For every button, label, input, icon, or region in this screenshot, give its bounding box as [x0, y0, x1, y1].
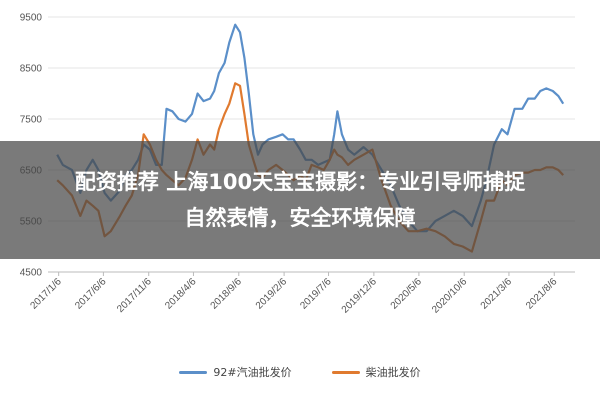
- x-tick-label: 2020/5/6: [389, 276, 425, 312]
- y-tick-label: 9500: [20, 13, 43, 24]
- x-tick-label: 2017/11/6: [115, 276, 154, 315]
- overlay-text-line-2: 自然表情，安全环境保障: [184, 206, 416, 230]
- x-axis-ticks: 2017/1/6 2017/6/6 2017/11/6 2018/4/6 2018/9/…: [28, 272, 560, 316]
- legend-swatch-diesel: [331, 370, 360, 374]
- legend: 92#汽油批发价 柴油批发价: [0, 364, 600, 380]
- x-tick-label: 2021/8/6: [524, 276, 560, 312]
- legend-item-gasoline[interactable]: 92#汽油批发价: [179, 364, 292, 380]
- legend-label-gasoline: 92#汽油批发价: [213, 366, 292, 379]
- y-tick-label: 7500: [20, 115, 43, 126]
- x-tick-label: 2019/2/6: [254, 276, 290, 312]
- legend-label-diesel: 柴油批发价: [365, 366, 421, 379]
- y-tick-label: 4500: [20, 268, 43, 279]
- x-tick-label: 2021/3/6: [479, 276, 515, 312]
- overlay-text-line-1: 配资推荐 上海100天宝宝摄影：专业引导师捕捉: [74, 170, 526, 194]
- x-tick-label: 2017/6/6: [73, 276, 109, 312]
- legend-swatch-gasoline: [179, 370, 208, 374]
- x-tick-label: 2020/10/6: [430, 276, 470, 316]
- ad-overlay-banner[interactable]: 配资推荐 上海100天宝宝摄影：专业引导师捕捉 自然表情，安全环境保障: [0, 141, 600, 259]
- x-tick-label: 2017/1/6: [28, 276, 64, 312]
- y-tick-label: 8500: [20, 64, 43, 75]
- x-tick-label: 2019/7/6: [298, 276, 334, 312]
- x-tick-label: 2018/9/6: [209, 276, 245, 312]
- legend-item-diesel[interactable]: 柴油批发价: [331, 364, 421, 380]
- x-tick-label: 2019/12/6: [340, 276, 380, 316]
- x-tick-label: 2018/4/6: [163, 276, 199, 312]
